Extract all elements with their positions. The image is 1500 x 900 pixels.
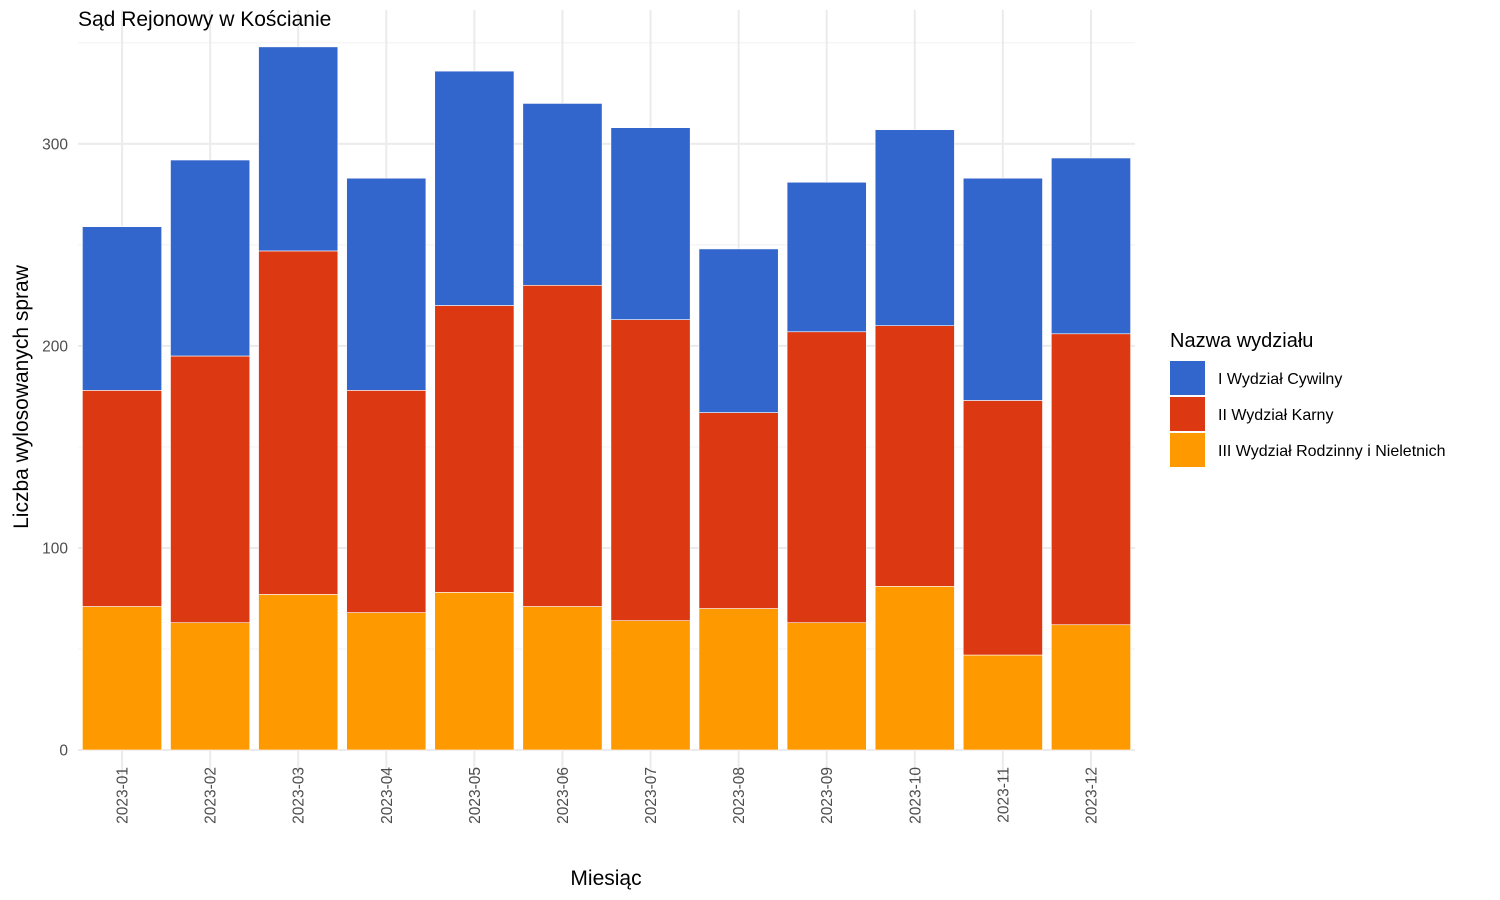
bar-segment [346,177,427,391]
x-tick-label: 2023-08 [731,767,748,824]
y-tick-label: 200 [42,338,68,355]
x-tick-label: 2023-09 [819,767,836,824]
bars [82,46,1131,751]
x-axis-title: Miesiąc [570,867,641,890]
bar-segment [1051,157,1131,335]
bar-segment [610,620,691,751]
bar-segment [698,412,779,609]
legend-swatch [1170,397,1205,431]
bar-segment [610,319,691,621]
x-tick-label: 2023-01 [115,767,132,824]
bar-segment [434,70,515,306]
legend-title: Nazwa wydziału [1170,330,1313,352]
y-tick-label: 300 [42,136,68,153]
legend-swatch [1170,433,1205,467]
x-tick-label: 2023-06 [555,767,572,824]
legend-items: I Wydział Cywilny II Wydział Karny III Wyd… [1170,361,1446,467]
legend-label: II Wydział Karny [1218,407,1333,424]
x-tick-label: 2023-04 [379,767,396,824]
y-axis-title: Liczba wylosowanych spraw [10,264,33,529]
bar-segment [962,400,1043,656]
bar-segment [170,355,251,624]
bar-segment [874,586,955,751]
bar-segment [522,606,603,751]
x-tick-label: 2023-05 [467,767,484,824]
bar-segment [258,594,339,751]
bar-segment [346,390,427,613]
bar-segment [698,608,779,751]
x-tick-label: 2023-03 [291,767,308,824]
bar-segment [786,331,867,624]
legend-label: III Wydział Rodzinny i Nieletnich [1218,443,1446,460]
y-tick-label: 100 [42,540,68,557]
bar-segment [786,622,867,751]
x-tick-label: 2023-12 [1083,767,1100,824]
bar-segment [786,181,867,333]
bar-segment [1051,624,1131,751]
y-tick-label: 0 [59,743,68,760]
x-tick-label: 2023-11 [995,767,1012,823]
x-axis-ticks: 2023-01 2023-02 2023-03 2023-04 2023-05 2023-… [115,767,1101,824]
legend: Nazwa wydziału I Wydział Cywilny II Wydzi… [1170,330,1446,467]
bar-segment [1051,333,1131,626]
bar-segment [170,159,251,357]
bar-segment [82,390,162,607]
bar-segment [434,592,515,751]
bar-segment [962,654,1043,751]
bar-segment [82,226,162,391]
x-tick-label: 2023-07 [643,767,660,824]
chart-title: Sąd Rejonowy w Kościanie [78,8,331,31]
bar-segment [874,325,955,587]
bar-segment [434,305,515,593]
bar-segment [962,177,1043,401]
bar-segment [522,103,603,286]
bar-segment [170,622,251,751]
x-tick-label: 2023-10 [907,767,924,824]
bar-segment [522,284,603,607]
bar-segment [258,250,339,595]
y-axis-ticks: 0 100 200 300 [42,136,68,759]
bar-segment [258,46,339,252]
bar-segment [698,248,779,413]
bar-segment [874,129,955,326]
bar-segment [346,612,427,751]
bar-segment [82,606,162,751]
x-tick-label: 2023-02 [203,767,220,824]
legend-label: I Wydział Cywilny [1218,371,1342,388]
bar-segment [610,127,691,320]
legend-swatch [1170,361,1205,395]
